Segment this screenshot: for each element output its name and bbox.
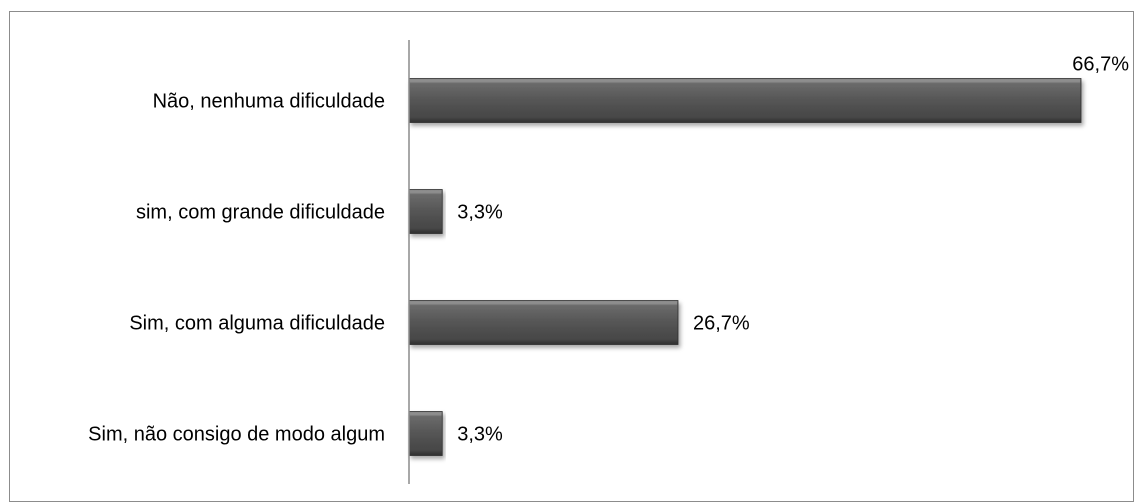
bar-rect: [408, 411, 443, 456]
category-label: Sim, não consigo de modo algum: [88, 424, 385, 446]
value-label: 26,7%: [693, 313, 750, 335]
bar-4: [408, 411, 443, 456]
category-label: Sim, com alguma dificuldade: [129, 313, 385, 335]
bar-bevel: [410, 190, 442, 194]
bar-rect: [408, 78, 1082, 123]
bars-layer: [408, 78, 1082, 456]
bar-rect: [408, 300, 679, 345]
category-label: sim, com grande dificuldade: [136, 202, 385, 224]
bar-1: [408, 78, 1082, 123]
bar-2: [408, 189, 443, 234]
category-label: Não, nenhuma dificuldade: [153, 91, 385, 113]
value-label: 3,3%: [457, 424, 503, 446]
bar-bevel: [410, 412, 442, 416]
bar-bevel: [410, 79, 1080, 83]
labels-layer: Não, nenhuma dificuldade 66,7% sim, com gr…: [88, 54, 1129, 446]
value-label: 66,7%: [1072, 54, 1129, 76]
bar-3: [408, 300, 679, 345]
bar-rect: [408, 189, 443, 234]
value-label: 3,3%: [457, 202, 503, 224]
bar-bevel: [410, 301, 678, 305]
